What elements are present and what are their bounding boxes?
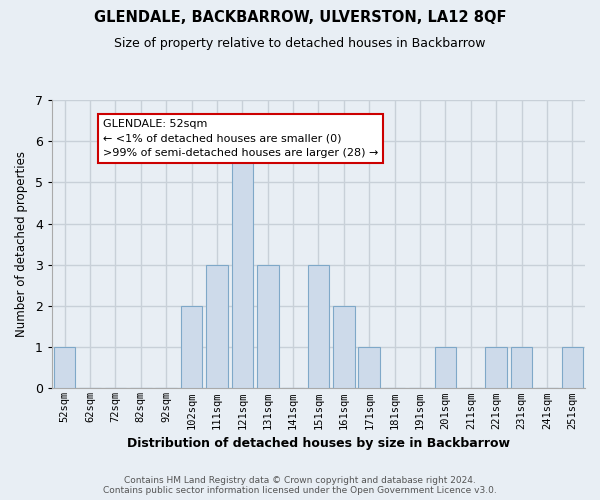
Bar: [181, 306, 202, 388]
Bar: [333, 306, 355, 388]
Bar: [485, 347, 507, 389]
Text: GLENDALE: 52sqm
← <1% of detached houses are smaller (0)
>99% of semi-detached h: GLENDALE: 52sqm ← <1% of detached houses…: [103, 118, 378, 158]
Bar: [257, 265, 278, 388]
Text: GLENDALE, BACKBARROW, ULVERSTON, LA12 8QF: GLENDALE, BACKBARROW, ULVERSTON, LA12 8Q…: [94, 10, 506, 25]
Bar: [232, 141, 253, 388]
Text: Size of property relative to detached houses in Backbarrow: Size of property relative to detached ho…: [114, 38, 486, 51]
Bar: [358, 347, 380, 389]
Bar: [434, 347, 456, 389]
X-axis label: Distribution of detached houses by size in Backbarrow: Distribution of detached houses by size …: [127, 437, 510, 450]
Bar: [54, 347, 76, 389]
Bar: [206, 265, 228, 388]
Bar: [511, 347, 532, 389]
Bar: [308, 265, 329, 388]
Bar: [562, 347, 583, 389]
Y-axis label: Number of detached properties: Number of detached properties: [15, 151, 28, 337]
Text: Contains HM Land Registry data © Crown copyright and database right 2024.
Contai: Contains HM Land Registry data © Crown c…: [103, 476, 497, 495]
